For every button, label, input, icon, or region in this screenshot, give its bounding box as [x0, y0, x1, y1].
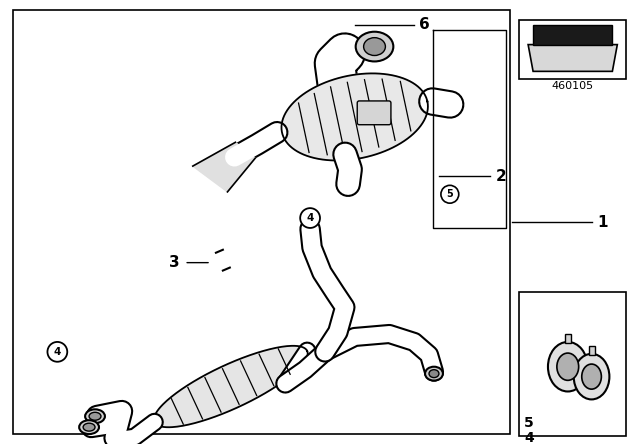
Bar: [519, 20, 627, 79]
Bar: [589, 346, 595, 355]
Ellipse shape: [83, 423, 95, 431]
Circle shape: [441, 185, 459, 203]
Polygon shape: [193, 142, 255, 192]
Ellipse shape: [548, 342, 588, 392]
Polygon shape: [154, 346, 308, 427]
Bar: [565, 334, 571, 343]
Text: 5: 5: [447, 189, 453, 199]
Text: 4: 4: [54, 347, 61, 357]
Ellipse shape: [557, 353, 579, 380]
Ellipse shape: [573, 354, 609, 400]
Circle shape: [300, 208, 320, 228]
Text: 1: 1: [598, 215, 608, 229]
Text: 3: 3: [168, 255, 179, 270]
Text: 4: 4: [524, 431, 534, 445]
Ellipse shape: [356, 32, 394, 61]
Text: 460105: 460105: [552, 81, 594, 91]
Polygon shape: [528, 45, 618, 71]
Bar: [13, 10, 510, 434]
Text: 6: 6: [419, 17, 430, 32]
Text: 5: 5: [524, 416, 534, 430]
Ellipse shape: [79, 420, 99, 434]
Ellipse shape: [582, 364, 602, 389]
Text: 4: 4: [307, 213, 314, 223]
Ellipse shape: [429, 370, 439, 378]
Polygon shape: [282, 73, 428, 160]
Text: 2: 2: [495, 169, 506, 184]
Ellipse shape: [425, 367, 443, 381]
Ellipse shape: [85, 409, 105, 423]
FancyBboxPatch shape: [357, 101, 391, 125]
Polygon shape: [533, 25, 612, 45]
Bar: [519, 293, 627, 436]
Ellipse shape: [89, 412, 101, 420]
Circle shape: [47, 342, 67, 362]
Ellipse shape: [364, 38, 385, 56]
